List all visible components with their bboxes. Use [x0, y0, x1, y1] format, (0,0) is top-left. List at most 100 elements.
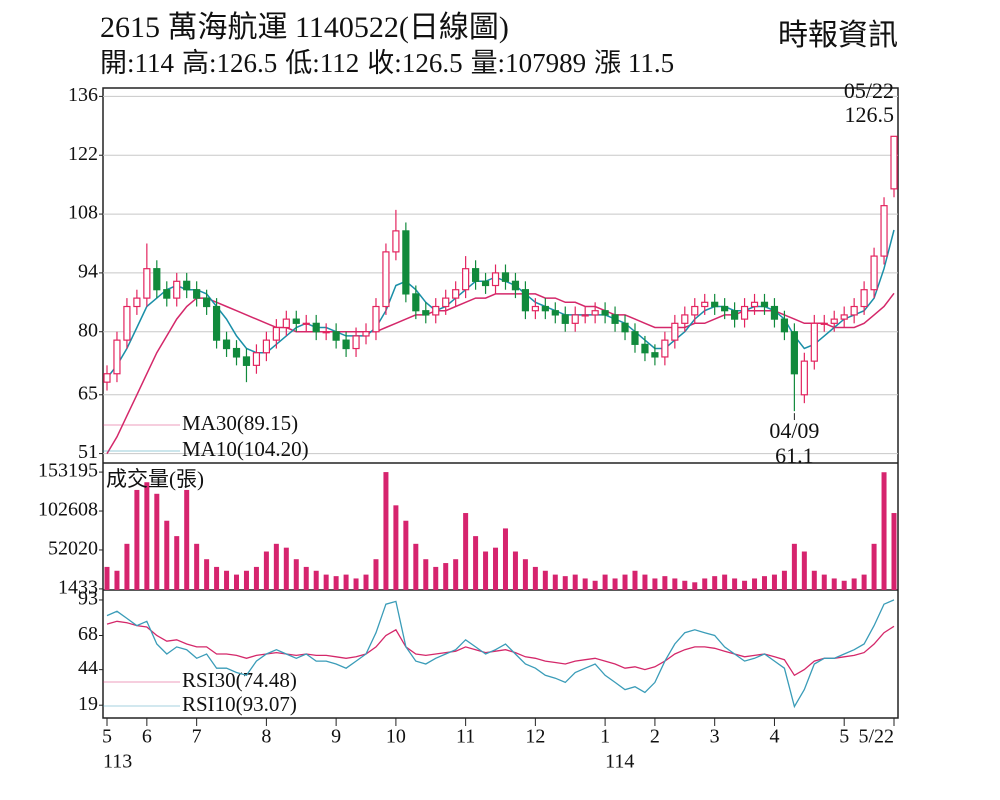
y-tick-label: 51 — [78, 441, 98, 463]
y-tick-label: 153195 — [38, 460, 98, 482]
x-tick-label: 11 — [456, 726, 475, 748]
candle-body — [770, 305, 779, 320]
candle-body — [432, 305, 440, 316]
volume-bar — [841, 580, 847, 590]
info-value: 126.5 — [217, 48, 278, 78]
x-tick-label: 6 — [142, 726, 152, 748]
candle-body — [322, 331, 330, 334]
candle-body — [681, 314, 689, 324]
volume-bar — [293, 559, 299, 590]
volume-bar — [522, 559, 528, 590]
volume-bar — [682, 580, 688, 590]
volume-bar — [622, 574, 628, 590]
candle-body — [870, 255, 878, 291]
volume-bar — [582, 578, 588, 590]
volume-bar — [224, 570, 230, 590]
volume-title: 成交量(張) — [106, 467, 204, 491]
volume-bar — [124, 543, 130, 590]
candle-body — [462, 268, 470, 291]
candle-body — [272, 326, 280, 341]
x-tick-label: 5 — [839, 726, 849, 748]
candle-body — [701, 301, 709, 308]
info-label: 收: — [367, 48, 402, 78]
volume-bar — [473, 536, 479, 590]
volume-bar — [831, 578, 837, 590]
candle-body — [471, 268, 480, 282]
volume-bar — [781, 570, 787, 590]
volume-bar — [632, 570, 638, 590]
volume-bar — [114, 570, 120, 590]
year-label: 113 — [103, 751, 132, 773]
volume-bar — [871, 543, 877, 590]
info-label: 漲 — [594, 48, 628, 78]
y-tick-label: 52020 — [48, 538, 98, 560]
candle-body — [860, 289, 868, 308]
volume-bar — [702, 578, 708, 590]
volume-bar — [612, 578, 618, 590]
volume-bar — [483, 551, 489, 590]
candle-body — [731, 310, 739, 320]
candle-body — [611, 314, 619, 324]
volume-bar — [273, 543, 279, 590]
info-label: 高: — [182, 48, 217, 78]
candle-body — [501, 272, 510, 282]
volume-bar — [214, 566, 220, 590]
info-value: 107989 — [505, 48, 586, 78]
volume-bar — [363, 574, 369, 590]
plot-frame — [102, 87, 899, 719]
candle-body — [820, 322, 828, 325]
candle-body — [691, 305, 699, 316]
annotation-value: 61.1 — [775, 443, 814, 468]
x-tick-label: 9 — [331, 726, 341, 748]
candle-body — [601, 310, 609, 316]
y-tick-label: 65 — [78, 382, 98, 404]
candle-body — [332, 331, 340, 341]
candle-body — [890, 135, 898, 190]
volume-bar — [652, 578, 658, 590]
candle-body — [711, 301, 719, 308]
y-tick-label: 102608 — [38, 499, 98, 521]
y-tick-label: 44 — [78, 657, 98, 679]
x-tick-label: 3 — [710, 726, 720, 748]
candle-body — [173, 280, 181, 299]
candle-body — [252, 352, 261, 366]
volume-bar — [732, 578, 738, 590]
volume-bar — [174, 536, 180, 590]
annotation-date: 05/22 — [844, 78, 894, 103]
y-tick-label: 93 — [78, 588, 98, 610]
candle-body — [123, 305, 131, 341]
info-value: 114 — [135, 48, 175, 78]
volume-bar — [891, 513, 897, 590]
volume-bar — [861, 574, 867, 590]
candle-body — [342, 339, 350, 350]
candle-body — [292, 318, 300, 324]
candle-body — [352, 335, 360, 350]
info-value: 126.5 — [402, 48, 463, 78]
candle-body — [721, 305, 729, 312]
candle-body — [193, 289, 201, 299]
candle-body — [372, 305, 380, 333]
volume-bar — [602, 574, 608, 590]
rsi-line — [106, 599, 895, 709]
x-tick-label: 8 — [261, 726, 271, 748]
volume-bar — [403, 520, 409, 590]
candle-body — [810, 322, 818, 362]
volume-bar — [761, 576, 767, 590]
volume-bar — [303, 566, 309, 590]
volume-bar — [134, 489, 140, 590]
candle-body — [481, 280, 490, 287]
x-tick-label: 5/22 — [858, 726, 894, 748]
candle-body — [143, 268, 151, 299]
candle-body — [302, 322, 310, 325]
info-label: 量: — [471, 48, 506, 78]
volume-bar — [752, 578, 758, 590]
volume-bar — [662, 576, 668, 590]
volume-bar — [851, 578, 857, 590]
chart-title: 2615 萬海航運 1140522(日線圖) — [100, 11, 509, 44]
legend-label: MA30(89.15) — [182, 411, 298, 435]
candle-body — [402, 230, 410, 295]
candle-body — [362, 331, 370, 337]
x-tick-label: 1 — [600, 726, 610, 748]
